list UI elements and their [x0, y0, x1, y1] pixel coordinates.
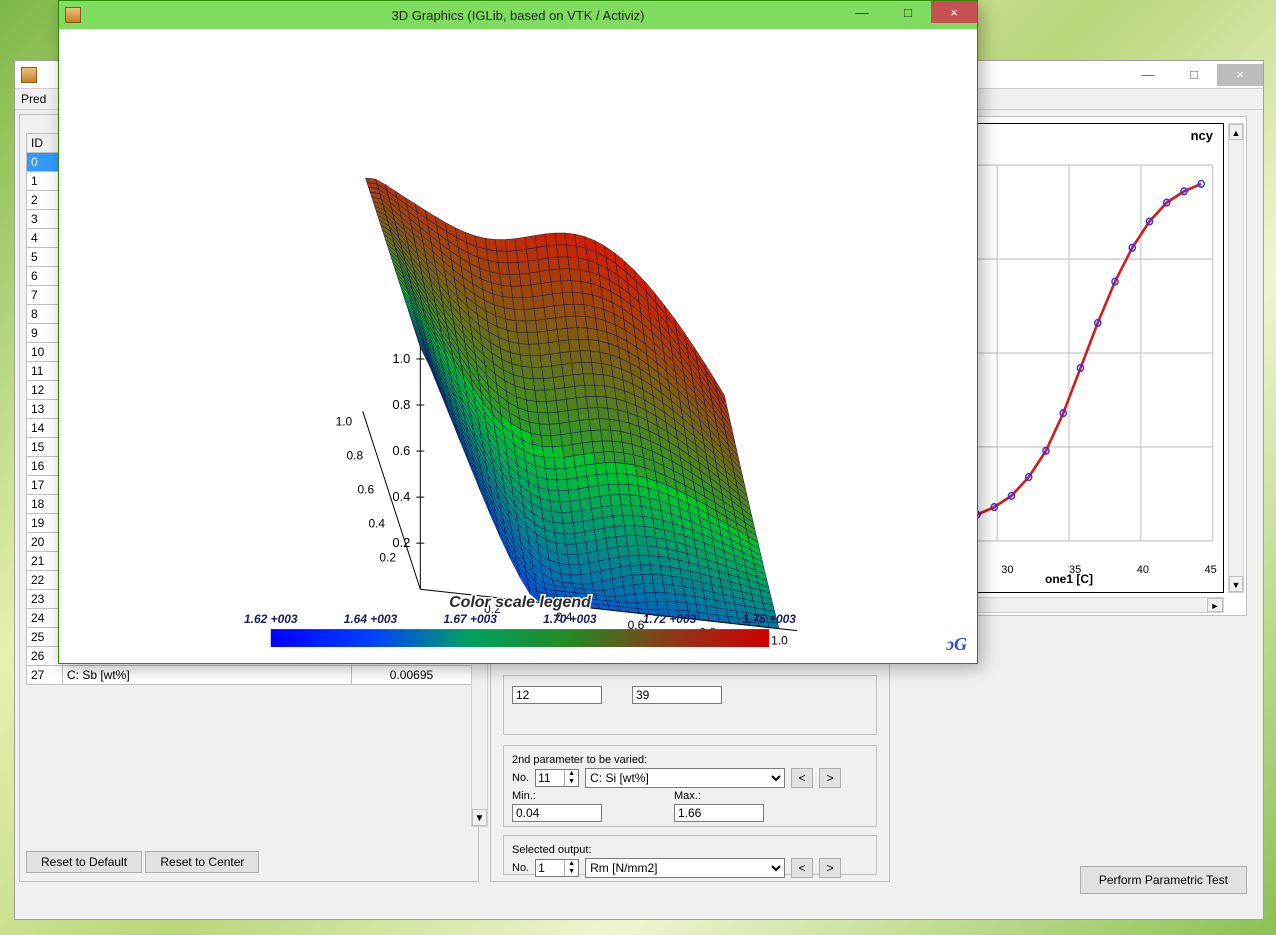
scroll-down-icon[interactable]: ▼	[1229, 576, 1243, 592]
param2-no-label: No.	[512, 772, 529, 784]
svg-text:1.72 +003: 1.72 +003	[643, 612, 697, 626]
param1-max-input[interactable]	[632, 686, 722, 704]
svg-text:0.6: 0.6	[392, 443, 410, 458]
table-cell[interactable]: C: Sb [wt%]	[63, 666, 352, 685]
output-legend: Selected output:	[512, 844, 868, 856]
minimize-button[interactable]: —	[839, 1, 885, 23]
minimize-button[interactable]: —	[1125, 64, 1171, 86]
scroll-up-icon[interactable]: ▲	[1229, 124, 1243, 140]
maximize-button[interactable]: □	[885, 1, 931, 23]
svg-text:1.0: 1.0	[336, 415, 353, 429]
param2-max-label: Max.:	[674, 790, 701, 802]
output-no-input[interactable]	[536, 861, 564, 875]
svg-text:0.2: 0.2	[392, 535, 410, 550]
svg-text:0.4: 0.4	[392, 489, 410, 504]
logo-icon: ɔG	[946, 634, 967, 655]
param2-no-spinner[interactable]: ▲▼	[535, 769, 579, 787]
graphics-titlebar[interactable]: 3D Graphics (IGLib, based on VTK / Activ…	[59, 1, 977, 29]
param2-combo[interactable]: C: Si [wt%]	[585, 768, 785, 788]
svg-text:0.4: 0.4	[368, 516, 385, 530]
svg-text:1.0: 1.0	[392, 351, 410, 366]
param2-legend: 2nd parameter to be varied:	[512, 754, 868, 766]
param2-min-label: Min.:	[512, 790, 552, 802]
param1-fieldset	[503, 675, 877, 735]
reset-default-button[interactable]: Reset to Default	[26, 851, 142, 873]
table-cell[interactable]: 0.00695	[352, 666, 472, 685]
spinner-down-icon[interactable]: ▼	[564, 778, 578, 786]
param1-min-input[interactable]	[512, 686, 602, 704]
svg-text:0.8: 0.8	[392, 397, 410, 412]
svg-text:0.6: 0.6	[358, 483, 375, 497]
scroll-down-icon[interactable]: ▼	[472, 809, 487, 826]
svg-text:1.70 +003: 1.70 +003	[543, 612, 597, 626]
svg-text:1.75 +003: 1.75 +003	[742, 612, 796, 626]
spinner-down-icon[interactable]: ▼	[564, 868, 578, 876]
spinner-up-icon[interactable]: ▲	[564, 770, 578, 778]
chart-scrollbar-v[interactable]: ▲ ▼	[1228, 123, 1244, 593]
output-prev-button[interactable]: <	[791, 858, 813, 878]
output-no-spinner[interactable]: ▲▼	[535, 859, 579, 877]
param2-next-button[interactable]: >	[819, 768, 841, 788]
close-button[interactable]: ×	[1217, 64, 1263, 86]
svg-text:0.8: 0.8	[347, 449, 364, 463]
spinner-up-icon[interactable]: ▲	[564, 860, 578, 868]
close-button[interactable]: ×	[931, 1, 977, 23]
maximize-button[interactable]: □	[1171, 64, 1217, 86]
param2-fieldset: 2nd parameter to be varied: No. ▲▼ C: Si…	[503, 745, 877, 827]
svg-text:1.67 +003: 1.67 +003	[443, 612, 497, 626]
app-icon	[21, 67, 37, 83]
table-cell[interactable]: 27	[27, 666, 63, 685]
output-fieldset: Selected output: No. ▲▼ Rm [N/mm2] < >	[503, 835, 877, 875]
table-row[interactable]: 27C: Sb [wt%]0.00695	[27, 666, 472, 685]
perform-test-button[interactable]: Perform Parametric Test	[1080, 866, 1247, 894]
svg-text:1.62 +003: 1.62 +003	[244, 612, 298, 626]
param2-prev-button[interactable]: <	[791, 768, 813, 788]
scroll-right-icon[interactable]: ►	[1207, 598, 1223, 612]
param2-no-input[interactable]	[536, 771, 564, 785]
output-no-label: No.	[512, 862, 529, 874]
svg-text:Color scale legend: Color scale legend	[449, 594, 591, 611]
reset-center-button[interactable]: Reset to Center	[145, 851, 259, 873]
output-next-button[interactable]: >	[819, 858, 841, 878]
output-combo[interactable]: Rm [N/mm2]	[585, 858, 785, 878]
svg-text:0.2: 0.2	[379, 550, 396, 564]
graphics-canvas[interactable]: 0.20.40.60.81.00.20.40.60.81.00.20.40.60…	[61, 31, 975, 661]
svg-text:1.64 +003: 1.64 +003	[344, 612, 398, 626]
graphics-window: 3D Graphics (IGLib, based on VTK / Activ…	[58, 0, 978, 664]
svg-text:1.0: 1.0	[771, 634, 788, 648]
param2-min-input[interactable]	[512, 804, 602, 822]
param2-max-input[interactable]	[674, 804, 764, 822]
